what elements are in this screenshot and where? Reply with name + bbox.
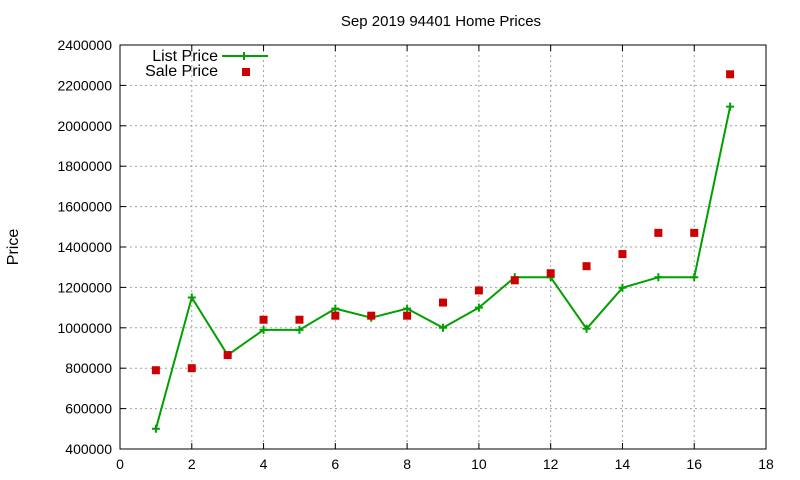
x-tick-label: 12	[543, 456, 559, 472]
y-tick-label: 1200000	[57, 279, 112, 295]
y-tick-label: 400000	[65, 441, 112, 457]
list-price-point	[618, 283, 627, 292]
list-price-point	[582, 324, 591, 333]
y-tick-label: 1800000	[57, 158, 112, 174]
x-tick-label: 4	[260, 456, 268, 472]
series-sale-price	[151, 70, 735, 375]
legend-marker-list-price	[240, 52, 248, 60]
x-ticks: 0 2 4 6 8 10 12 14 16 18	[116, 45, 774, 472]
list-price-point	[187, 293, 196, 302]
legend: List Price Sale Price	[145, 48, 268, 80]
x-tick-label: 16	[686, 456, 702, 472]
x-tick-label: 8	[403, 456, 411, 472]
sale-price-point	[295, 315, 304, 324]
sale-price-point	[403, 311, 412, 320]
sale-price-point	[331, 311, 340, 320]
x-tick-label: 6	[331, 456, 339, 472]
list-price-point	[654, 273, 663, 282]
y-tick-label: 800000	[65, 360, 112, 376]
x-tick-label: 14	[615, 456, 631, 472]
x-tick-label: 0	[116, 456, 124, 472]
sale-price-point	[223, 351, 232, 360]
plot-frame	[119, 44, 767, 450]
list-price-point	[295, 325, 304, 334]
sale-price-point	[582, 262, 591, 271]
list-price-point	[151, 424, 160, 433]
sale-price-point	[151, 366, 160, 375]
y-tick-label: 1000000	[57, 320, 112, 336]
list-price-point	[439, 323, 447, 332]
sale-price-point	[510, 276, 519, 285]
chart-title: Sep 2019 94401 Home Prices	[341, 13, 541, 30]
sale-price-point	[690, 228, 699, 237]
sale-price-point	[546, 269, 555, 278]
x-tick-label: 18	[758, 456, 774, 472]
grid	[120, 45, 766, 449]
y-tick-label: 2400000	[57, 37, 112, 53]
legend-label-list-price: List Price	[152, 48, 218, 65]
legend-label-sale-price: Sale Price	[145, 63, 218, 80]
y-tick-label: 1600000	[57, 199, 112, 215]
list-price-point	[690, 273, 699, 282]
x-tick-label: 2	[188, 456, 196, 472]
y-tick-label: 2000000	[57, 118, 112, 134]
sale-price-point	[726, 70, 735, 79]
list-price-point	[726, 102, 735, 111]
y-axis-label: Price	[5, 229, 22, 266]
sale-price-point	[654, 228, 663, 237]
x-tick-label: 10	[471, 456, 487, 472]
list-price-point	[403, 304, 412, 313]
y-tick-label: 1400000	[57, 239, 112, 255]
series-list-price	[151, 102, 735, 433]
list-price-point	[331, 304, 340, 313]
y-tick-label: 600000	[65, 401, 112, 417]
sale-price-point	[187, 364, 196, 373]
sale-price-point	[259, 315, 268, 324]
sale-price-point	[618, 250, 627, 259]
y-tick-label: 2200000	[57, 77, 112, 93]
y-ticks: 400000 600000 800000 1000000 1200000 1400000 1…	[57, 37, 766, 457]
sale-price-point	[367, 311, 376, 320]
legend-marker-sale-price	[242, 68, 250, 76]
sale-price-point	[439, 298, 447, 307]
list-price-point	[259, 325, 268, 334]
sale-price-point	[474, 286, 483, 295]
list-price-point	[474, 303, 483, 312]
